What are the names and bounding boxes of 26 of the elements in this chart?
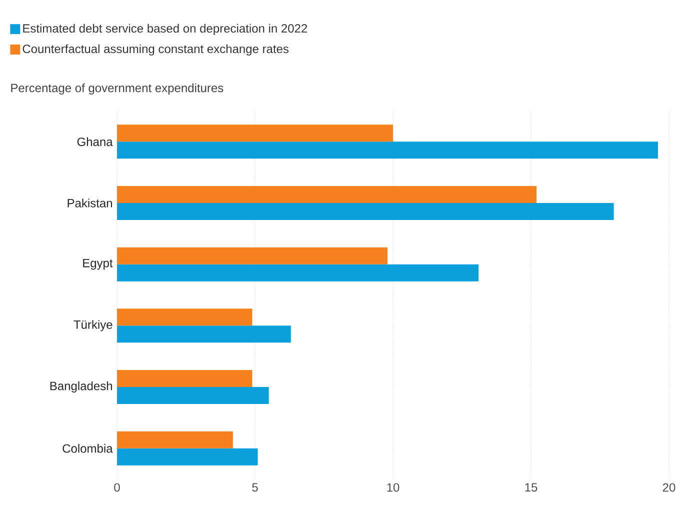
legend-label: Estimated debt service based on depreciation in 2022 <box>23 24 308 36</box>
y-tick-label: Bangladesh <box>50 381 112 393</box>
bar <box>117 124 394 142</box>
bar <box>117 247 388 264</box>
bar <box>117 308 252 326</box>
bar <box>117 142 658 159</box>
legend-label: Counterfactual assuming constant exchange rates <box>22 44 289 56</box>
bar <box>117 370 252 388</box>
bar <box>117 186 537 203</box>
bar <box>117 448 258 466</box>
x-tick-label: 15 <box>525 483 538 492</box>
chart-subtitle: Percentage of government expenditures <box>11 83 224 95</box>
y-tick-label: Türkiye <box>74 320 112 332</box>
y-tick-label: Egypt <box>83 258 113 270</box>
bar <box>117 203 614 220</box>
x-tick-label: 5 <box>252 483 258 492</box>
bar <box>117 264 479 282</box>
bar <box>117 387 269 404</box>
x-tick-label: 0 <box>114 483 120 492</box>
x-tick-label: 10 <box>387 483 400 492</box>
x-tick-label: 20 <box>662 483 676 492</box>
bar <box>117 431 233 448</box>
y-tick-label: Pakistan <box>68 198 112 208</box>
bar <box>117 326 291 343</box>
y-tick-label: Colombia <box>62 444 113 453</box>
y-tick-label: Ghana <box>77 137 113 146</box>
